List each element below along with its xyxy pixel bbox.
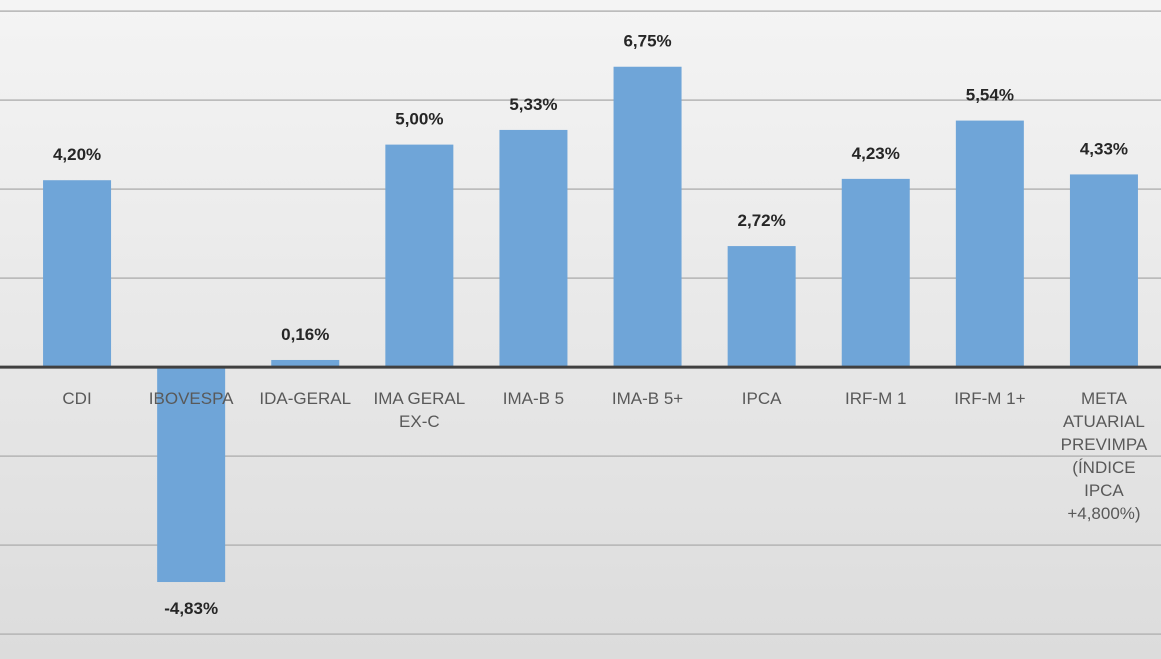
x-tick-label: IMA-B 5 (502, 389, 565, 409)
data-label: 4,23% (852, 144, 900, 163)
data-label: 4,20% (53, 145, 101, 164)
data-label: 0,16% (281, 325, 329, 344)
bar (1069, 174, 1138, 368)
x-tick-label: IPCA (741, 389, 782, 409)
data-label: 4,33% (1080, 139, 1128, 158)
bar (157, 367, 226, 583)
data-label: 2,72% (738, 211, 786, 230)
x-tick-label: CDI (62, 389, 92, 409)
x-tick-label: IDA-GERAL (259, 389, 352, 409)
bar (43, 180, 112, 368)
bar (385, 144, 454, 368)
bar (727, 246, 796, 368)
data-label: 5,33% (509, 95, 557, 114)
data-label: 6,75% (623, 32, 671, 51)
x-tick-label: META ATUARIAL PREVIMPA (ÍNDICE IPCA +4,8… (1060, 389, 1148, 524)
bar (613, 66, 682, 368)
x-tick-label: IMA GERAL EX-C (373, 389, 466, 432)
bar (955, 120, 1024, 368)
x-tick-label: IRF-M 1+ (954, 389, 1026, 409)
data-label: 5,00% (395, 110, 443, 129)
bar (271, 359, 340, 368)
bar (841, 178, 910, 368)
data-label: 5,54% (966, 86, 1014, 105)
bar (499, 129, 568, 368)
x-tick-label: IRF-M 1 (845, 389, 907, 409)
data-label: -4,83% (164, 599, 218, 618)
x-tick-label: IBOVESPA (148, 389, 234, 409)
x-tick-label: IMA-B 5+ (611, 389, 684, 409)
